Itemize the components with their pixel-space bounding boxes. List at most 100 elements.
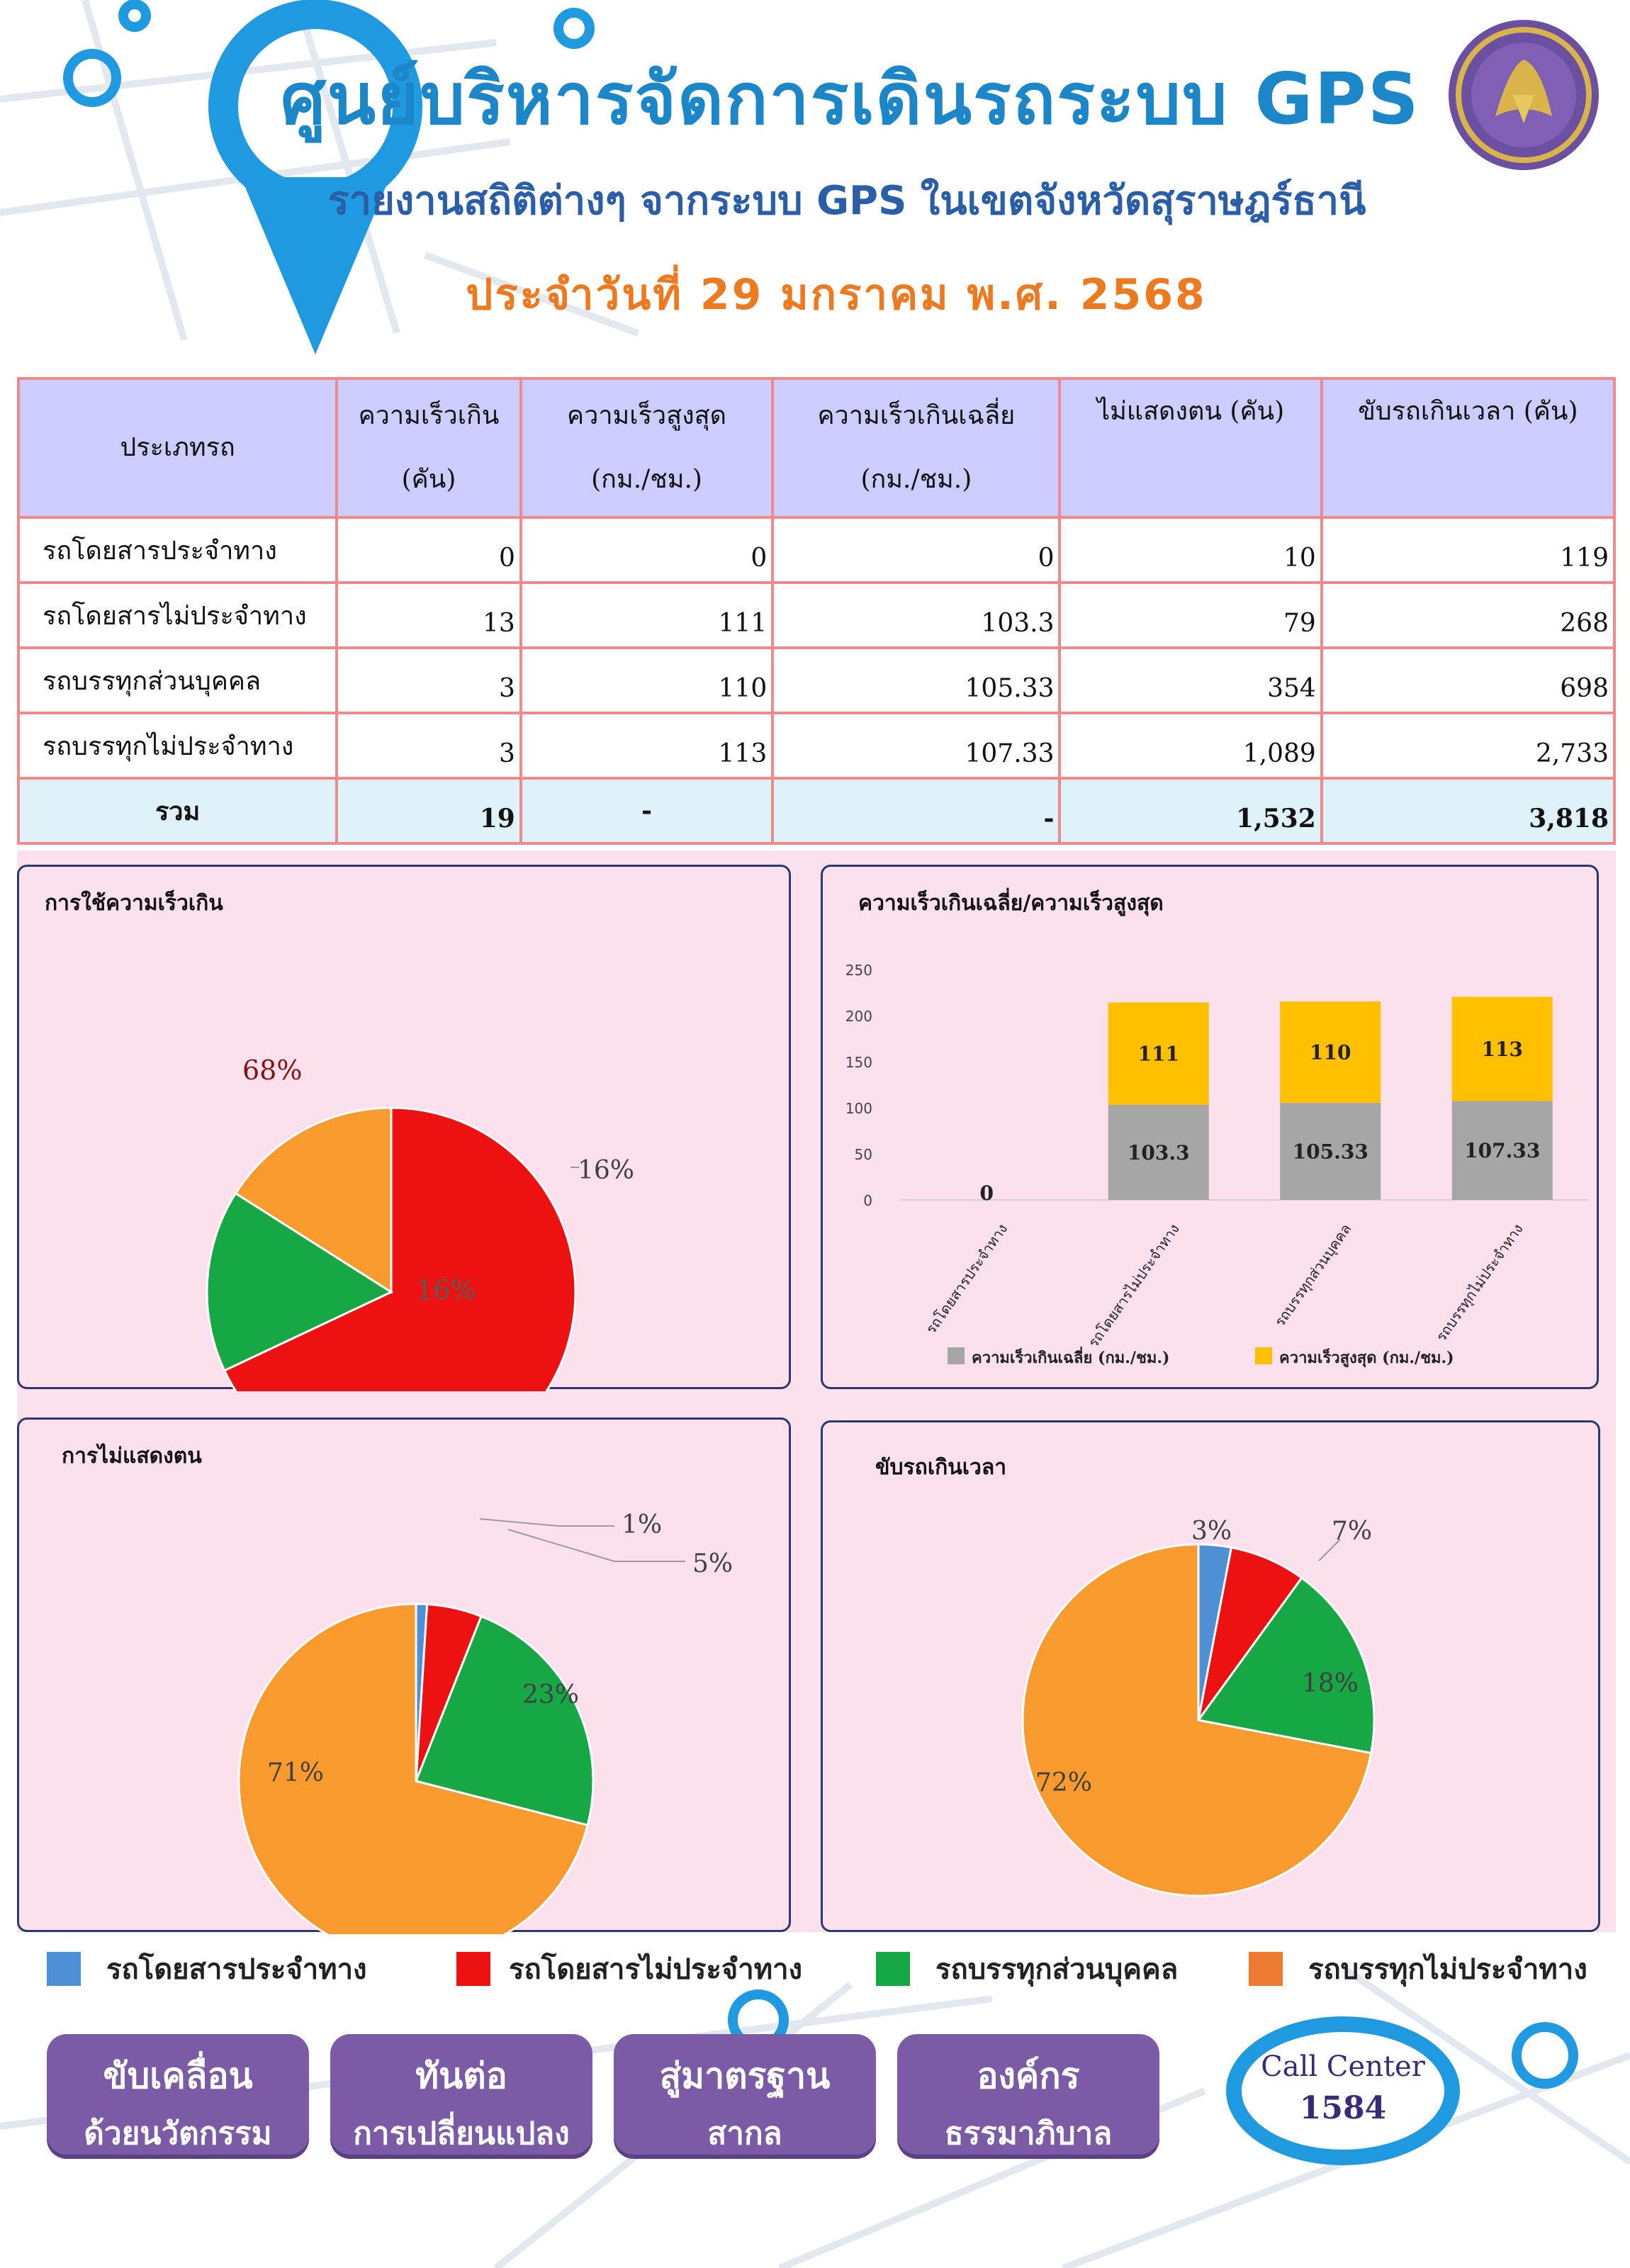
bar-data-label: 113 xyxy=(1482,1038,1523,1061)
legend-label: รถบรรทุกส่วนบุคคล xyxy=(935,1953,1179,1986)
cell-no-show: 79 xyxy=(1058,581,1323,649)
legend-item-truck-nonfixed: รถบรรทุกไม่ประจำทาง xyxy=(1249,1948,1587,1990)
cell-no-show: 354 xyxy=(1058,646,1323,714)
legend-label: รถบรรทุกไม่ประจำทาง xyxy=(1308,1953,1587,1986)
y-tick-label: 150 xyxy=(845,1054,872,1071)
pie-label: 18% xyxy=(1302,1669,1359,1698)
cell-avg-overspeed: 0 xyxy=(771,516,1062,584)
bar-segment xyxy=(1451,1101,1553,1200)
bar-data-label: 107.33 xyxy=(1464,1139,1540,1162)
x-tick-label: รถโดยสารประจำทาง xyxy=(922,1220,1011,1337)
cell-overtime: 2,733 xyxy=(1320,712,1617,780)
statistics-table: ประเภทรถ ความเร็วเกิน (คัน) ความเร็วสูงสุ… xyxy=(16,377,1617,845)
cell-overspeed: 3 xyxy=(335,712,522,780)
total-overspeed: 19 xyxy=(335,777,522,845)
row-label: รถบรรทุกไม่ประจำทาง xyxy=(16,712,339,780)
overspeed-pie-panel: การใช้ความเร็วเกิน 0%68%16%16% xyxy=(17,865,791,1391)
header-max-speed: ความเร็วสูงสุด (กม./ชม.) xyxy=(519,377,775,519)
table-row: รถบรรทุกส่วนบุคคล 3 110 105.33 354 698 xyxy=(16,646,1617,714)
legend-swatch xyxy=(456,1952,490,1986)
legend-item-bus-fixed: รถโดยสารประจำทาง xyxy=(47,1948,367,1990)
bar-data-label: 0 xyxy=(980,1181,994,1205)
cell-no-show: 10 xyxy=(1058,516,1323,584)
overspeed-pie-chart: 0%68%16%16% xyxy=(206,1055,634,1391)
bar-data-label: 103.3 xyxy=(1128,1141,1190,1164)
pie-label: 72% xyxy=(1035,1768,1092,1797)
header-no-show: ไม่แสดงตน (คัน) xyxy=(1058,377,1323,519)
cell-max-speed: 111 xyxy=(519,581,775,649)
call-center-label: Call Center xyxy=(1261,2050,1425,2083)
header-avg-overspeed: ความเร็วเกินเฉลี่ย (กม./ชม.) xyxy=(771,377,1062,519)
chart-title: การไม่แสดงตน xyxy=(62,1444,202,1469)
pie-label: 16% xyxy=(578,1156,634,1185)
bar-data-label: 0 xyxy=(980,1181,994,1205)
row-label: รถโดยสารไม่ประจำทาง xyxy=(16,581,339,649)
pie-slice xyxy=(414,1615,595,1826)
bar-segment xyxy=(1108,1002,1209,1105)
pie-label: 16% xyxy=(416,1274,476,1306)
bar-segment xyxy=(1108,1104,1209,1200)
x-tick-label: รถโดยสารไม่ประจำทาง xyxy=(1084,1220,1182,1350)
slogan-standard: สู่มาตรฐาน สากล xyxy=(614,2034,876,2155)
cell-overtime: 119 xyxy=(1320,516,1617,584)
table-header-row: ประเภทรถ ความเร็วเกิน (คัน) ความเร็วสูงสุ… xyxy=(16,377,1617,519)
leader-line xyxy=(479,1518,614,1527)
call-center-number: 1584 xyxy=(1299,2090,1387,2126)
legend-label: ความเร็วเกินเฉลี่ย (กม./ชม.) xyxy=(972,1346,1169,1367)
pie-slice xyxy=(206,1191,394,1372)
cell-avg-overspeed: 105.33 xyxy=(771,646,1062,714)
legend-label: รถโดยสารไม่ประจำทาง xyxy=(509,1953,803,1986)
pie-slice xyxy=(1196,1576,1376,1755)
overtime-pie-panel: ขับรถเกินเวลา 3% 7% 18% 72% xyxy=(821,1420,1600,1932)
y-tick-label: 50 xyxy=(855,1146,872,1163)
row-label: รถบรรทุกส่วนบุคคล xyxy=(16,646,339,714)
legend-label: ความเร็วสูงสุด (กม./ชม.) xyxy=(1279,1347,1454,1368)
pie-label: 5% xyxy=(692,1549,733,1578)
cell-overspeed: 0 xyxy=(335,516,522,584)
header-overspeed: ความเร็วเกิน (คัน) xyxy=(335,377,522,519)
bar-segment xyxy=(1280,1103,1381,1200)
legend-item-bus-nonfixed: รถโดยสารไม่ประจำทาง xyxy=(456,1948,802,1990)
leader-line xyxy=(1318,1539,1341,1561)
chart-title: การใช้ความเร็วเกิน xyxy=(45,891,223,916)
x-tick-label: รถบรรทุกส่วนบุคคล xyxy=(1271,1220,1356,1330)
bar-segment xyxy=(1451,997,1553,1101)
pie-label: 3% xyxy=(1191,1517,1232,1546)
speed-bar-panel: ความเร็วเกินเฉลี่ย/ความเร็วสูงสุด 0 50 100… xyxy=(821,865,1599,1389)
location-pin-icon xyxy=(208,0,422,354)
legend-swatch xyxy=(876,1952,910,1986)
pie-slice xyxy=(1021,1543,1373,1897)
legend-label: รถโดยสารประจำทาง xyxy=(106,1953,367,1986)
pie-slice xyxy=(234,1106,393,1294)
legend-swatch xyxy=(1249,1952,1283,1986)
page-subtitle: รายงานสถิติต่างๆ จากระบบ GPS ในเขตจังหวั… xyxy=(327,178,1366,224)
header-vehicle-type: ประเภทรถ xyxy=(16,377,339,519)
x-tick-label: รถบรรทุกไม่ประจำทาง xyxy=(1432,1220,1527,1345)
total-avg-overspeed: - xyxy=(771,777,1062,845)
cell-avg-overspeed: 107.33 xyxy=(771,712,1062,780)
legend-item-truck-private: รถบรรทุกส่วนบุคคล xyxy=(876,1948,1178,1990)
bar-data-label: 105.33 xyxy=(1293,1140,1368,1164)
y-tick-label: 250 xyxy=(845,962,872,979)
pie-label: 68% xyxy=(242,1055,302,1086)
table-row: รถโดยสารประจำทาง 0 0 0 10 119 xyxy=(16,516,1617,584)
page-title: ศูนย์บริหารจัดการเดินรถระบบ GPS xyxy=(281,57,1420,140)
legend-swatch xyxy=(948,1347,965,1364)
total-label: รวม xyxy=(16,777,339,845)
cell-overspeed: 13 xyxy=(335,581,522,649)
pie-label: 1% xyxy=(622,1510,662,1539)
bar-segment xyxy=(1280,1001,1381,1104)
cell-avg-overspeed: 103.3 xyxy=(771,581,1062,649)
overtime-pie-chart: 3% 7% 18% 72% xyxy=(1021,1517,1376,1897)
slogan-innovation: ขับเคลื่อน ด้วยนวัตกรรม xyxy=(47,2034,309,2155)
table-row: รถโดยสารไม่ประจำทาง 13 111 103.3 79 268 xyxy=(16,581,1617,649)
cell-max-speed: 110 xyxy=(519,646,775,714)
header-overtime: ขับรถเกินเวลา (คัน) xyxy=(1320,377,1617,519)
pie-label: 23% xyxy=(522,1680,579,1710)
department-seal-logo xyxy=(1449,20,1599,170)
noshow-pie-chart: 1% 5% 23% 71% xyxy=(237,1510,733,1934)
noshow-pie-panel: การไม่แสดงตน 1% 5% 23% 71% xyxy=(17,1418,791,1934)
cell-max-speed: 0 xyxy=(519,516,775,584)
leader-line xyxy=(507,1529,685,1562)
bar-data-label: 111 xyxy=(1138,1043,1179,1066)
